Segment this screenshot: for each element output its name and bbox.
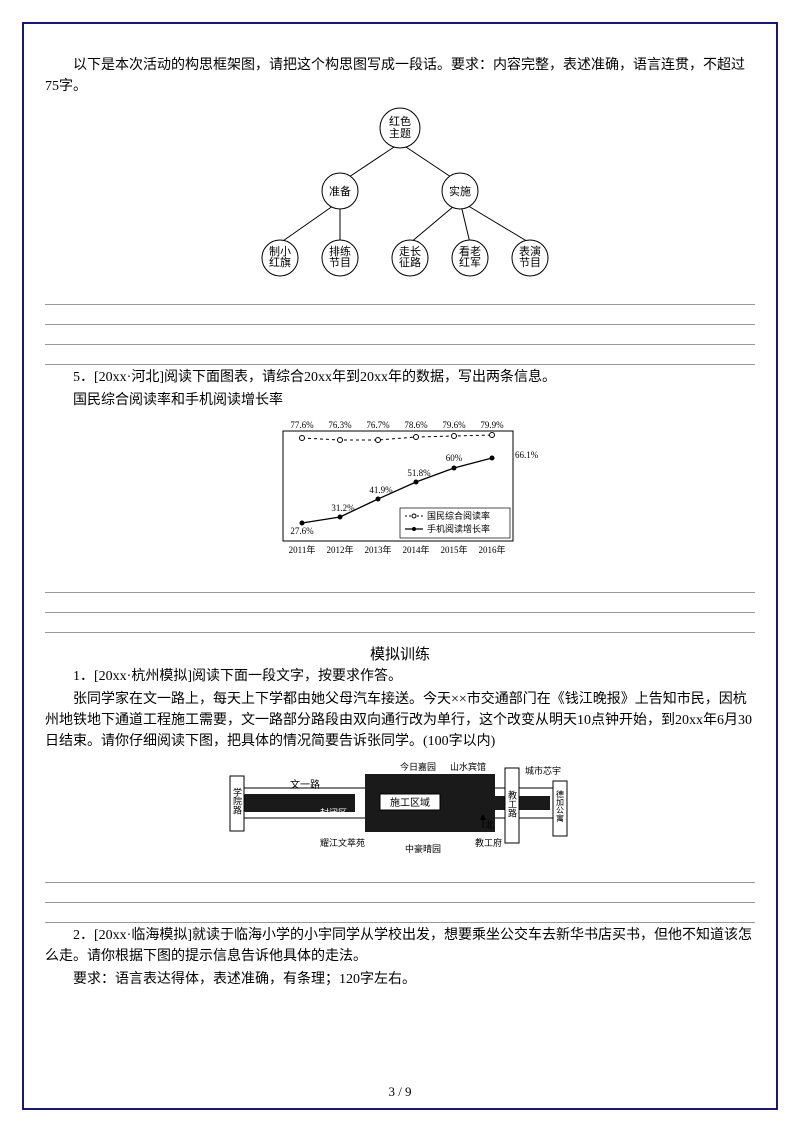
maplbl: 今日嘉园	[400, 761, 436, 772]
page-number: 3 / 9	[0, 1084, 800, 1100]
tree-diagram: 红色 主题 准备 实施 制小红旗 排练节目 走长征路 看老红军 表演节目	[230, 103, 570, 283]
xcat: 2016年	[478, 544, 505, 555]
s2lbl: 66.1%	[515, 450, 539, 460]
content-area: 以下是本次活动的构思框架图，请把这个构思图写成一段话。要求：内容完整，表述准确，…	[45, 55, 755, 1077]
legend1: 国民综合阅读率	[427, 510, 490, 521]
answer-line	[45, 905, 755, 923]
xcat: 2015年	[440, 544, 467, 555]
svg-text:征路: 征路	[399, 256, 421, 269]
svg-text:红旗: 红旗	[269, 255, 291, 269]
maplbl: 封闭区	[320, 807, 347, 818]
maplbl: 北	[485, 820, 494, 830]
q2b: 要求：语言表达得体，表述准确，有条理；120字左右。	[45, 969, 755, 990]
maplbl: 山水宾馆	[450, 761, 486, 772]
answer-line	[45, 575, 755, 593]
line-chart: 2011年 2012年 2013年 2014年 2015年 2016年 77.6…	[255, 413, 545, 573]
s1lbl: 79.6%	[442, 420, 466, 430]
s2lbl: 31.2%	[331, 503, 355, 513]
maplbl: 中豪晴园	[405, 843, 441, 854]
svg-text:表演: 表演	[519, 244, 541, 258]
answer-line	[45, 307, 755, 325]
answer-line	[45, 595, 755, 613]
answer-line	[45, 615, 755, 633]
maplbl: 学院路	[232, 786, 242, 815]
chart-title: 国民综合阅读率和手机阅读增长率	[73, 390, 755, 411]
answer-line	[45, 885, 755, 903]
q2a: 2．[20xx·临海模拟]就读于临海小学的小宇同学从学校出发，想要乘坐公交车去新…	[45, 925, 755, 967]
answer-line	[45, 287, 755, 305]
q1b: 张同学家在文一路上，每天上下学都由她父母汽车接送。今天××市交通部门在《钱江晚报…	[45, 689, 755, 752]
xcat: 2013年	[364, 544, 391, 555]
tree-l2-1: 实施	[449, 184, 471, 198]
xcat: 2014年	[402, 544, 429, 555]
maplbl: 城市芯宇	[525, 765, 561, 776]
tree-root-l1: 红色	[389, 114, 411, 128]
q1a: 1．[20xx·杭州模拟]阅读下面一段文字，按要求作答。	[45, 666, 755, 687]
maplbl: 施工区域	[390, 796, 430, 809]
xcat: 2011年	[289, 544, 316, 555]
s2lbl: 27.6%	[290, 526, 314, 536]
maplbl: 德加公寓	[556, 789, 565, 823]
maplbl: 教工路	[507, 789, 517, 818]
answer-line	[45, 865, 755, 883]
svg-text:看老: 看老	[459, 244, 481, 258]
s1lbl: 79.9%	[480, 420, 504, 430]
s1lbl: 76.7%	[366, 420, 390, 430]
answer-line	[45, 347, 755, 365]
maplbl: 教工府	[475, 837, 502, 848]
tree-root-l2: 主题	[389, 127, 411, 140]
svg-text:红军: 红军	[459, 256, 481, 269]
answer-line	[45, 327, 755, 345]
svg-text:节目: 节目	[329, 256, 351, 269]
s1lbl: 78.6%	[404, 420, 428, 430]
svg-text:节目: 节目	[519, 256, 541, 269]
xcat: 2012年	[326, 544, 353, 555]
map-diagram: 施工区域 文一路 封闭区 学院路 教工路 德加公寓 今日嘉园 山水宾馆 城市芯宇…	[225, 756, 575, 861]
legend2: 手机阅读增长率	[427, 523, 490, 534]
s1lbl: 77.6%	[290, 420, 314, 430]
svg-text:排练: 排练	[329, 244, 351, 258]
q5-text: 5．[20xx·河北]阅读下面图表，请综合20xx年到20xx年的数据，写出两条…	[45, 367, 755, 388]
intro-paragraph: 以下是本次活动的构思框架图，请把这个构思图写成一段话。要求：内容完整，表述准确，…	[45, 55, 755, 97]
practice-title: 模拟训练	[45, 643, 755, 664]
s2lbl: 60%	[446, 453, 463, 463]
s2lbl: 51.8%	[407, 468, 431, 478]
s1lbl: 76.3%	[328, 420, 352, 430]
maplbl: 耀江文萃苑	[320, 837, 365, 848]
tree-l2-0: 准备	[329, 184, 351, 198]
maplbl: 文一路	[290, 778, 320, 791]
s2lbl: 41.9%	[369, 485, 393, 495]
